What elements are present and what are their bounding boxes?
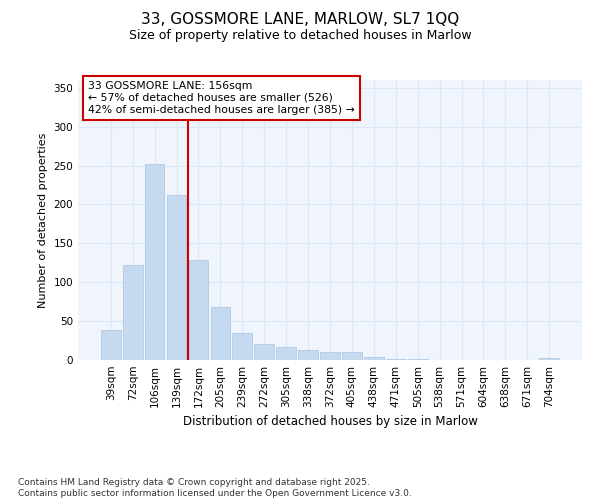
Bar — [539, 358, 559, 360]
Bar — [101, 330, 121, 360]
X-axis label: Distribution of detached houses by size in Marlow: Distribution of detached houses by size … — [182, 416, 478, 428]
Bar — [123, 265, 143, 360]
Bar — [342, 352, 362, 360]
Bar — [188, 260, 208, 360]
Y-axis label: Number of detached properties: Number of detached properties — [38, 132, 48, 308]
Bar — [145, 164, 164, 360]
Bar — [298, 350, 318, 360]
Text: Size of property relative to detached houses in Marlow: Size of property relative to detached ho… — [128, 29, 472, 42]
Bar — [364, 357, 384, 360]
Text: Contains HM Land Registry data © Crown copyright and database right 2025.
Contai: Contains HM Land Registry data © Crown c… — [18, 478, 412, 498]
Bar — [408, 359, 428, 360]
Bar — [211, 307, 230, 360]
Text: 33, GOSSMORE LANE, MARLOW, SL7 1QQ: 33, GOSSMORE LANE, MARLOW, SL7 1QQ — [141, 12, 459, 28]
Bar — [320, 352, 340, 360]
Bar — [167, 195, 187, 360]
Text: 33 GOSSMORE LANE: 156sqm
← 57% of detached houses are smaller (526)
42% of semi-: 33 GOSSMORE LANE: 156sqm ← 57% of detach… — [88, 82, 355, 114]
Bar — [386, 359, 406, 360]
Bar — [232, 333, 252, 360]
Bar — [276, 347, 296, 360]
Bar — [254, 344, 274, 360]
